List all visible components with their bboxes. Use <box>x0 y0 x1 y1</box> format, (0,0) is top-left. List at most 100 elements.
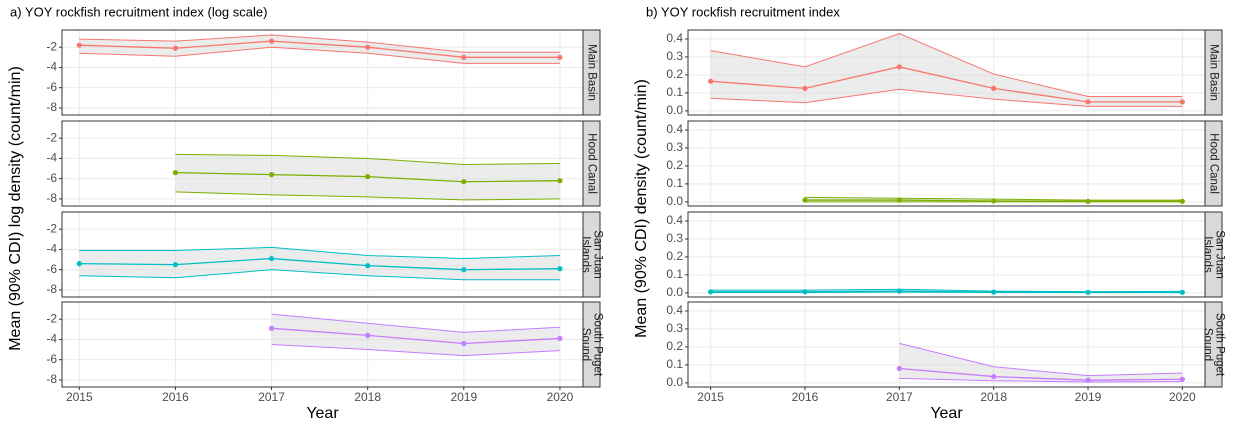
y-tick-label: -2 <box>46 130 57 144</box>
mean-point <box>268 325 275 331</box>
mean-point <box>802 197 808 203</box>
lower-line <box>79 46 560 64</box>
y-tick-label: 0.4 <box>666 303 683 317</box>
y-tick-label: 0.0 <box>666 194 683 208</box>
lower-line <box>79 269 560 281</box>
x-tick-label: 2020 <box>1169 390 1196 404</box>
mean-point <box>461 340 467 347</box>
mean-point <box>896 365 902 372</box>
y-axis-title: Mean (90% CDI) density (count/min) <box>633 79 650 338</box>
y-tick-label: -2 <box>46 39 57 53</box>
y-tick-label: -8 <box>46 282 57 296</box>
mean-point <box>1085 198 1091 204</box>
mean-point <box>557 178 563 184</box>
y-tick-label: -8 <box>46 100 57 114</box>
strip-label: Sound <box>579 328 591 361</box>
mean-line <box>79 40 560 58</box>
mean-point <box>172 170 179 176</box>
y-tick-label: -8 <box>46 191 57 205</box>
mean-point <box>76 42 82 48</box>
mean-point <box>991 289 997 295</box>
y-tick-label: 0.4 <box>666 213 683 227</box>
panel <box>688 121 1205 206</box>
lower-line <box>271 344 560 357</box>
upper-line <box>271 313 560 333</box>
y-tick-label: -4 <box>46 151 57 165</box>
mean-point <box>896 64 902 70</box>
strip-label: Main Basin <box>585 44 597 101</box>
panel <box>688 212 1205 297</box>
mean-point <box>557 266 563 272</box>
upper-line <box>899 342 1183 377</box>
y-tick-label: 0.2 <box>666 249 683 263</box>
x-tick-label: 2016 <box>162 390 189 404</box>
mean-point <box>802 289 808 295</box>
y-tick-label: 0.1 <box>666 267 683 281</box>
mean-point <box>708 289 714 295</box>
strip-label: Islands <box>579 236 591 273</box>
mean-point <box>1179 376 1185 382</box>
x-tick-label: 2019 <box>450 390 477 404</box>
mean-line <box>710 66 1183 103</box>
chart-title: a) YOY rockfish recruitment index (log s… <box>10 4 267 19</box>
strip <box>1204 29 1223 116</box>
strip <box>582 29 601 116</box>
mean-point <box>708 78 714 84</box>
mean-point <box>1085 377 1091 383</box>
mean-point <box>991 373 997 380</box>
mean-point <box>365 263 371 269</box>
mean-point <box>461 267 467 273</box>
y-tick-label: -2 <box>46 221 57 235</box>
x-tick-label: 2017 <box>258 390 285 404</box>
strip-label: San Juan <box>1213 230 1225 279</box>
y-tick-label: 0.2 <box>666 339 683 353</box>
upper-line <box>79 34 560 53</box>
y-tick-label: 0.0 <box>666 103 683 117</box>
chart-title: b) YOY rockfish recruitment index <box>646 4 840 19</box>
y-tick-label: 0.3 <box>666 231 683 245</box>
mean-line <box>899 367 1183 381</box>
strip <box>582 301 601 388</box>
strip-label: South Puget <box>1213 313 1225 377</box>
ci-band <box>899 343 1183 382</box>
upper-line <box>710 33 1183 97</box>
y-tick-label: 0.1 <box>666 357 683 371</box>
mean-point <box>268 172 275 178</box>
y-tick-label: 0.3 <box>666 49 683 63</box>
upper-line <box>175 153 560 166</box>
mean-line <box>710 290 1183 293</box>
y-tick-label: -4 <box>46 332 57 346</box>
y-tick-label: 0.2 <box>666 158 683 172</box>
strip <box>582 211 601 298</box>
mean-point <box>461 179 467 185</box>
y-axis-title: Mean (90% CDI) log density (count/min) <box>7 66 24 351</box>
mean-point <box>802 85 808 92</box>
mean-point <box>896 197 902 203</box>
x-axis-title: Year <box>930 405 963 422</box>
mean-point <box>76 261 82 267</box>
x-tick-label: 2015 <box>697 390 724 404</box>
strip <box>1204 301 1223 388</box>
ci-band <box>79 35 560 64</box>
y-tick-label: 0.1 <box>666 176 683 190</box>
x-axis-title: Year <box>306 405 339 422</box>
mean-line <box>271 327 560 345</box>
x-tick-label: 2020 <box>547 390 574 404</box>
ci-band <box>271 314 560 356</box>
strip <box>1204 211 1223 298</box>
y-tick-label: 0.0 <box>666 375 683 389</box>
lower-line <box>175 191 560 201</box>
y-tick-label: -8 <box>46 372 57 386</box>
mean-point <box>172 45 179 51</box>
lower-line <box>710 88 1183 107</box>
mean-point <box>991 85 997 92</box>
mean-point <box>268 38 275 44</box>
x-tick-label: 2017 <box>886 390 913 404</box>
ci-band <box>79 247 560 280</box>
y-tick-label: 0.4 <box>666 122 683 136</box>
upper-line <box>79 246 560 260</box>
strip-label: Islands <box>1201 236 1213 273</box>
y-tick-label: -2 <box>46 311 57 325</box>
y-tick-label: 0.4 <box>666 31 683 45</box>
